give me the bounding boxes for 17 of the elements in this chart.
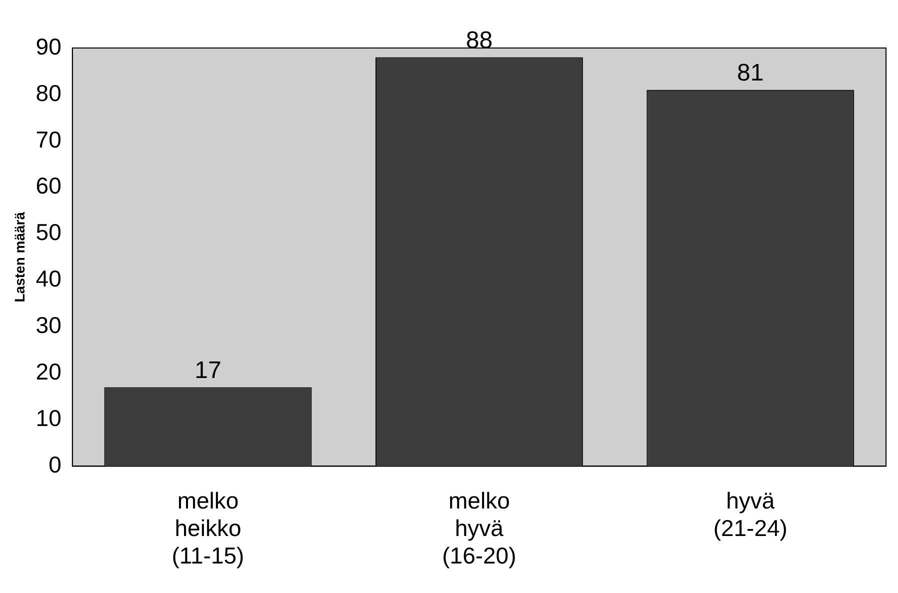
y-tick-label: 70: [36, 126, 62, 152]
x-tick-label: melko heikko (11-15): [172, 487, 244, 569]
data-label: 17: [194, 356, 222, 384]
y-tick-label: 10: [36, 405, 62, 432]
x-tick-label: hyvä (21-24): [713, 487, 788, 541]
y-tick-label: 0: [48, 452, 62, 478]
y-axis-title: Lasten määrä: [11, 212, 28, 302]
y-tick-label: 80: [36, 80, 62, 106]
data-label: 81: [737, 59, 764, 86]
y-tick-label: 20: [36, 358, 62, 385]
x-tick-label: melko hyvä (16-20): [442, 487, 516, 569]
y-tick-label: 90: [36, 33, 62, 60]
data-label: 88: [466, 26, 493, 54]
y-tick-label: 40: [36, 266, 62, 292]
y-tick-label: 60: [36, 172, 62, 199]
y-tick-label: 30: [36, 312, 62, 338]
y-tick-label: 50: [36, 219, 62, 246]
